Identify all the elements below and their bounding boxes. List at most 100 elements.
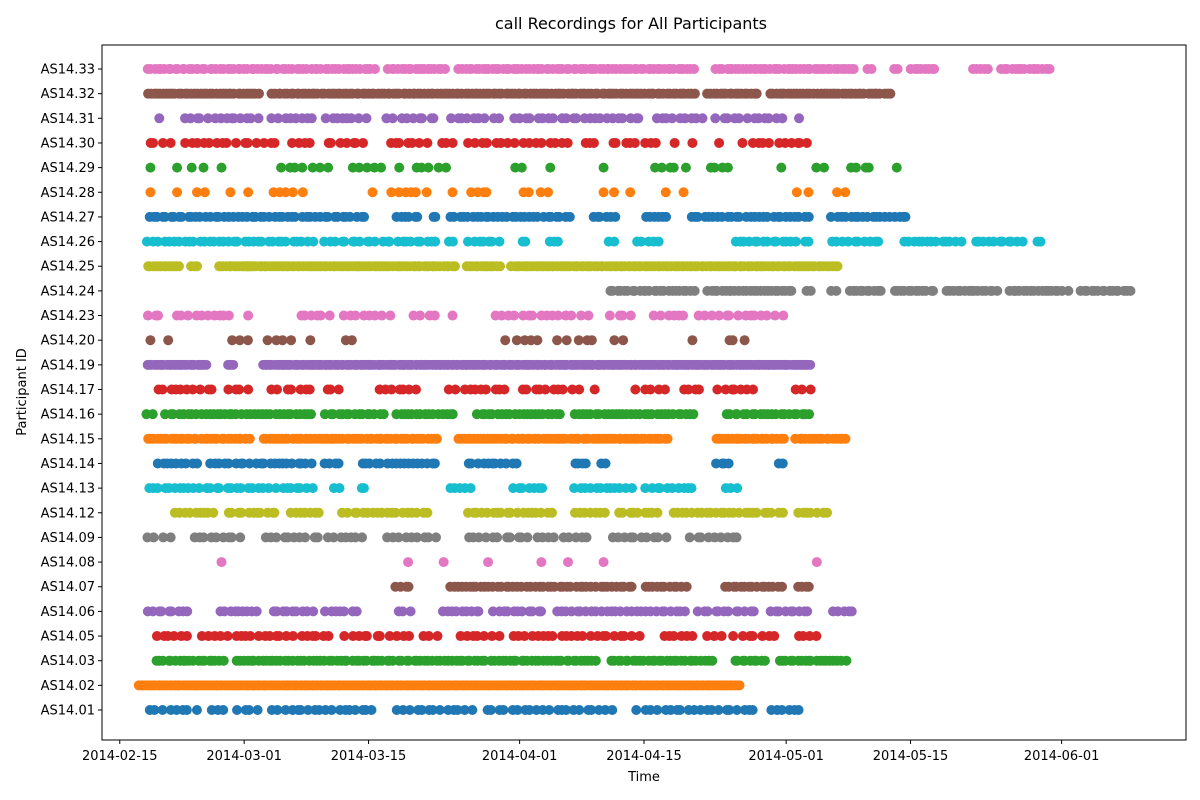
data-point-AS14.26 xyxy=(447,236,458,247)
data-point-AS14.28 xyxy=(287,187,298,198)
data-point-AS14.26 xyxy=(486,236,497,247)
data-point-AS14.13 xyxy=(569,483,580,494)
data-point-AS14.05 xyxy=(601,631,612,642)
y-tick-label: AS14.12 xyxy=(41,506,95,521)
data-point-AS14.01 xyxy=(303,705,314,715)
data-point-AS14.01 xyxy=(485,705,496,715)
data-point-AS14.16 xyxy=(688,409,699,420)
x-tick-label: 2014-04-15 xyxy=(606,749,682,764)
data-point-AS14.29 xyxy=(172,162,183,173)
data-point-AS14.05 xyxy=(168,631,179,642)
data-point-AS14.23 xyxy=(723,310,734,321)
data-point-AS14.01 xyxy=(793,705,804,715)
data-point-AS14.05 xyxy=(181,631,192,642)
data-point-AS14.31 xyxy=(446,113,457,124)
data-point-AS14.26 xyxy=(415,236,426,247)
y-tick-label: AS14.28 xyxy=(41,186,95,201)
data-point-AS14.01 xyxy=(149,705,160,715)
data-point-AS14.03 xyxy=(218,655,229,666)
data-point-AS14.33 xyxy=(689,64,700,74)
data-point-AS14.26 xyxy=(369,236,380,247)
data-point-AS14.01 xyxy=(713,705,724,715)
data-point-AS14.01 xyxy=(157,705,168,715)
data-point-AS14.30 xyxy=(180,137,191,148)
data-point-AS14.05 xyxy=(391,631,402,642)
data-point-AS14.29 xyxy=(276,162,287,173)
data-point-AS14.28 xyxy=(481,187,492,198)
data-point-AS14.23 xyxy=(604,310,615,321)
data-point-AS14.31 xyxy=(273,113,284,124)
data-point-AS14.27 xyxy=(289,211,300,222)
data-point-AS14.30 xyxy=(536,137,547,148)
data-point-AS14.09 xyxy=(731,532,742,543)
data-point-AS14.01 xyxy=(731,705,742,715)
data-point-AS14.05 xyxy=(757,631,768,642)
y-tick-label: AS14.05 xyxy=(41,630,95,645)
data-point-AS14.26 xyxy=(339,236,350,247)
data-point-AS14.12 xyxy=(313,507,324,518)
data-point-AS14.23 xyxy=(706,310,717,321)
y-tick-label: AS14.26 xyxy=(41,235,95,250)
data-point-AS14.28 xyxy=(297,187,308,198)
data-point-AS14.30 xyxy=(325,137,336,148)
x-tick-label: 2014-02-15 xyxy=(82,749,158,764)
data-point-AS14.23 xyxy=(496,310,507,321)
y-tick-label: AS14.09 xyxy=(41,531,95,546)
data-point-AS14.31 xyxy=(777,113,788,124)
y-tick-label: AS14.03 xyxy=(41,654,95,669)
data-point-AS14.01 xyxy=(350,705,361,715)
data-point-AS14.26 xyxy=(308,236,319,247)
data-point-AS14.30 xyxy=(157,137,168,148)
data-point-AS14.17 xyxy=(333,384,344,395)
data-point-AS14.20 xyxy=(242,335,253,346)
data-point-AS14.09 xyxy=(300,532,311,543)
data-point-AS14.27 xyxy=(610,211,621,222)
data-point-AS14.09 xyxy=(522,532,533,543)
y-tick-label: AS14.16 xyxy=(41,408,95,423)
data-point-AS14.14 xyxy=(777,458,788,469)
data-point-AS14.06 xyxy=(702,606,713,617)
data-point-AS14.01 xyxy=(326,705,337,715)
data-point-AS14.28 xyxy=(367,187,378,198)
data-point-AS14.29 xyxy=(709,162,720,173)
data-point-AS14.24 xyxy=(875,285,886,296)
data-point-AS14.12 xyxy=(535,507,546,518)
data-point-AS14.29 xyxy=(314,162,325,173)
data-point-AS14.30 xyxy=(394,137,405,148)
data-point-AS14.01 xyxy=(747,705,758,715)
data-point-AS14.14 xyxy=(466,458,477,469)
data-point-AS14.28 xyxy=(609,187,620,198)
data-point-AS14.13 xyxy=(263,483,274,494)
data-point-AS14.17 xyxy=(557,384,568,395)
data-point-AS14.23 xyxy=(376,310,387,321)
data-point-AS14.09 xyxy=(271,532,282,543)
data-point-AS14.23 xyxy=(429,310,440,321)
data-point-AS14.29 xyxy=(811,162,822,173)
data-point-AS14.29 xyxy=(722,162,733,173)
data-point-AS14.30 xyxy=(610,137,621,148)
data-point-AS14.08 xyxy=(536,557,547,568)
data-point-AS14.17 xyxy=(450,384,461,395)
data-point-AS14.31 xyxy=(734,113,745,124)
data-point-AS14.01 xyxy=(280,705,291,715)
data-point-AS14.31 xyxy=(185,113,196,124)
data-point-AS14.28 xyxy=(447,187,458,198)
data-point-AS14.13 xyxy=(152,483,163,494)
data-point-AS14.23 xyxy=(315,310,326,321)
data-point-AS14.09 xyxy=(412,532,423,543)
data-point-AS14.27 xyxy=(762,211,773,222)
data-point-AS14.16 xyxy=(378,409,389,420)
data-point-AS14.09 xyxy=(158,532,169,543)
data-point-AS14.05 xyxy=(747,631,758,642)
data-point-AS14.26 xyxy=(405,236,416,247)
data-point-AS14.15 xyxy=(431,433,442,444)
data-point-AS14.32 xyxy=(689,88,700,99)
data-point-AS14.31 xyxy=(320,113,331,124)
data-point-AS14.27 xyxy=(825,211,836,222)
data-point-AS14.33 xyxy=(982,64,993,74)
data-point-AS14.09 xyxy=(695,532,706,543)
data-point-AS14.17 xyxy=(521,384,532,395)
data-point-AS14.30 xyxy=(414,137,425,148)
data-point-AS14.13 xyxy=(358,483,369,494)
data-point-AS14.25 xyxy=(449,261,460,272)
